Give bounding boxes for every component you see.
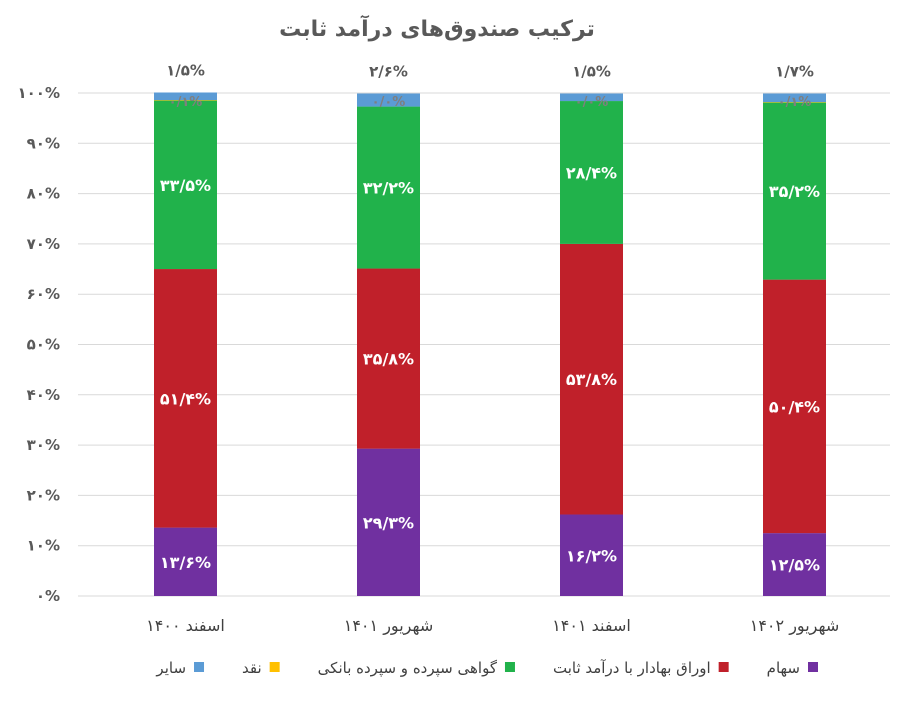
legend-swatch [504,662,515,672]
bar-segment [154,269,217,528]
data-label: ۳۳/۵% [160,176,211,195]
bar-segment [560,93,623,102]
chart-title: ترکیب صندوق‌های درآمد ثابت [279,14,595,42]
bar-segment [763,279,826,534]
data-label: ۰/۱% [778,95,812,110]
legend-item: سهام [767,659,818,677]
data-label: ۳۵/۲% [769,182,820,201]
bar-segment [763,102,826,103]
bar-segment [763,93,826,103]
bars [154,92,826,596]
y-tick-label: ۰% [36,587,60,605]
bar-segment [154,527,217,596]
y-tick-label: ۲۰% [27,486,60,504]
y-tick-label: ۴۰% [27,386,60,404]
x-tick-label: شهریور ۱۴۰۱ [344,616,434,636]
legend: سهام اوراق بهادار با درآمد ثابت گواهی سپرد… [155,659,818,678]
y-tick-label: ۷۰% [27,235,60,253]
y-tick-label: ۵۰% [27,336,60,354]
data-label: ۲/۶% [369,63,408,81]
data-label: ۱/۵% [572,63,611,81]
legend-item: سایر [155,659,205,677]
data-label: ۰/۰% [575,95,609,110]
legend-item: نقد [242,659,280,677]
legend-swatch [808,662,818,672]
data-label: ۳۵/۸% [363,350,414,369]
data-label: ۱۶/۲% [566,546,617,565]
data-label: ۰/۱% [169,95,203,110]
y-tick-label: ۳۰% [27,436,60,454]
bar-segment [560,101,623,244]
data-label: ۱/۷% [775,63,814,81]
x-tick-label: اسفند ۱۴۰۰ [146,616,225,635]
legend-item: گواهی سپرده و سپرده بانکی [318,659,515,678]
data-label: ۲۹/۳% [363,513,414,532]
legend-swatch [194,662,205,672]
y-tick-label: ۶۰% [27,285,60,303]
data-label: ۱۳/۶% [160,553,211,572]
data-label: ۱/۵% [166,61,205,79]
legend-label: گواهی سپرده و سپرده بانکی [318,659,498,678]
bar-segment [357,268,420,449]
y-tick-label: ۱۰۰% [18,84,61,102]
x-tick-label: شهریور ۱۴۰۲ [750,616,840,636]
data-label: ۵۱/۴% [160,389,211,408]
legend-label: سهام [767,659,800,677]
y-tick-label: ۸۰% [27,185,60,203]
bar-segment [357,93,420,107]
data-label: ۲۸/۴% [566,163,617,182]
legend-item: اوراق بهادار با درآمد ثابت [553,659,729,677]
data-label: ۱۲/۵% [769,556,820,575]
bar-segment [560,243,623,515]
legend-swatch [718,662,729,672]
data-labels: ۱۳/۶% ۵۱/۴% ۳۳/۵% ۰/۱% ۱/۵% ۲۹/۳% ۳۵/۸% ۳۲/۲% ۰/… [160,61,820,574]
bar-segment [154,92,217,101]
bar-segment [357,448,420,596]
y-axis-ticks: ۰% ۱۰% ۲۰% ۳۰% ۴۰% ۵۰% ۶۰% ۷۰% ۸۰% ۹۰% ۱۰۰% [18,84,61,605]
legend-label: سایر [155,659,186,677]
bar-segment [154,100,217,270]
legend-swatch [269,662,280,672]
data-label: ۰/۰% [372,95,406,110]
bar-segment [560,514,623,596]
bar-segment [763,533,826,596]
bar-segment [357,106,420,269]
legend-label: اوراق بهادار با درآمد ثابت [553,659,711,677]
y-tick-label: ۹۰% [27,134,60,152]
bar-segment [154,100,217,101]
y-tick-label: ۱۰% [27,537,60,555]
x-axis-ticks: اسفند ۱۴۰۰ شهریور ۱۴۰۱ اسفند ۱۴۰۱ شهریور ۱۴… [146,616,839,636]
data-label: ۵۰/۴% [769,397,820,416]
data-label: ۵۳/۸% [566,370,617,389]
x-tick-label: اسفند ۱۴۰۱ [552,616,631,635]
data-label: ۳۲/۲% [363,179,414,198]
legend-label: نقد [242,659,262,677]
bar-segment [763,102,826,280]
